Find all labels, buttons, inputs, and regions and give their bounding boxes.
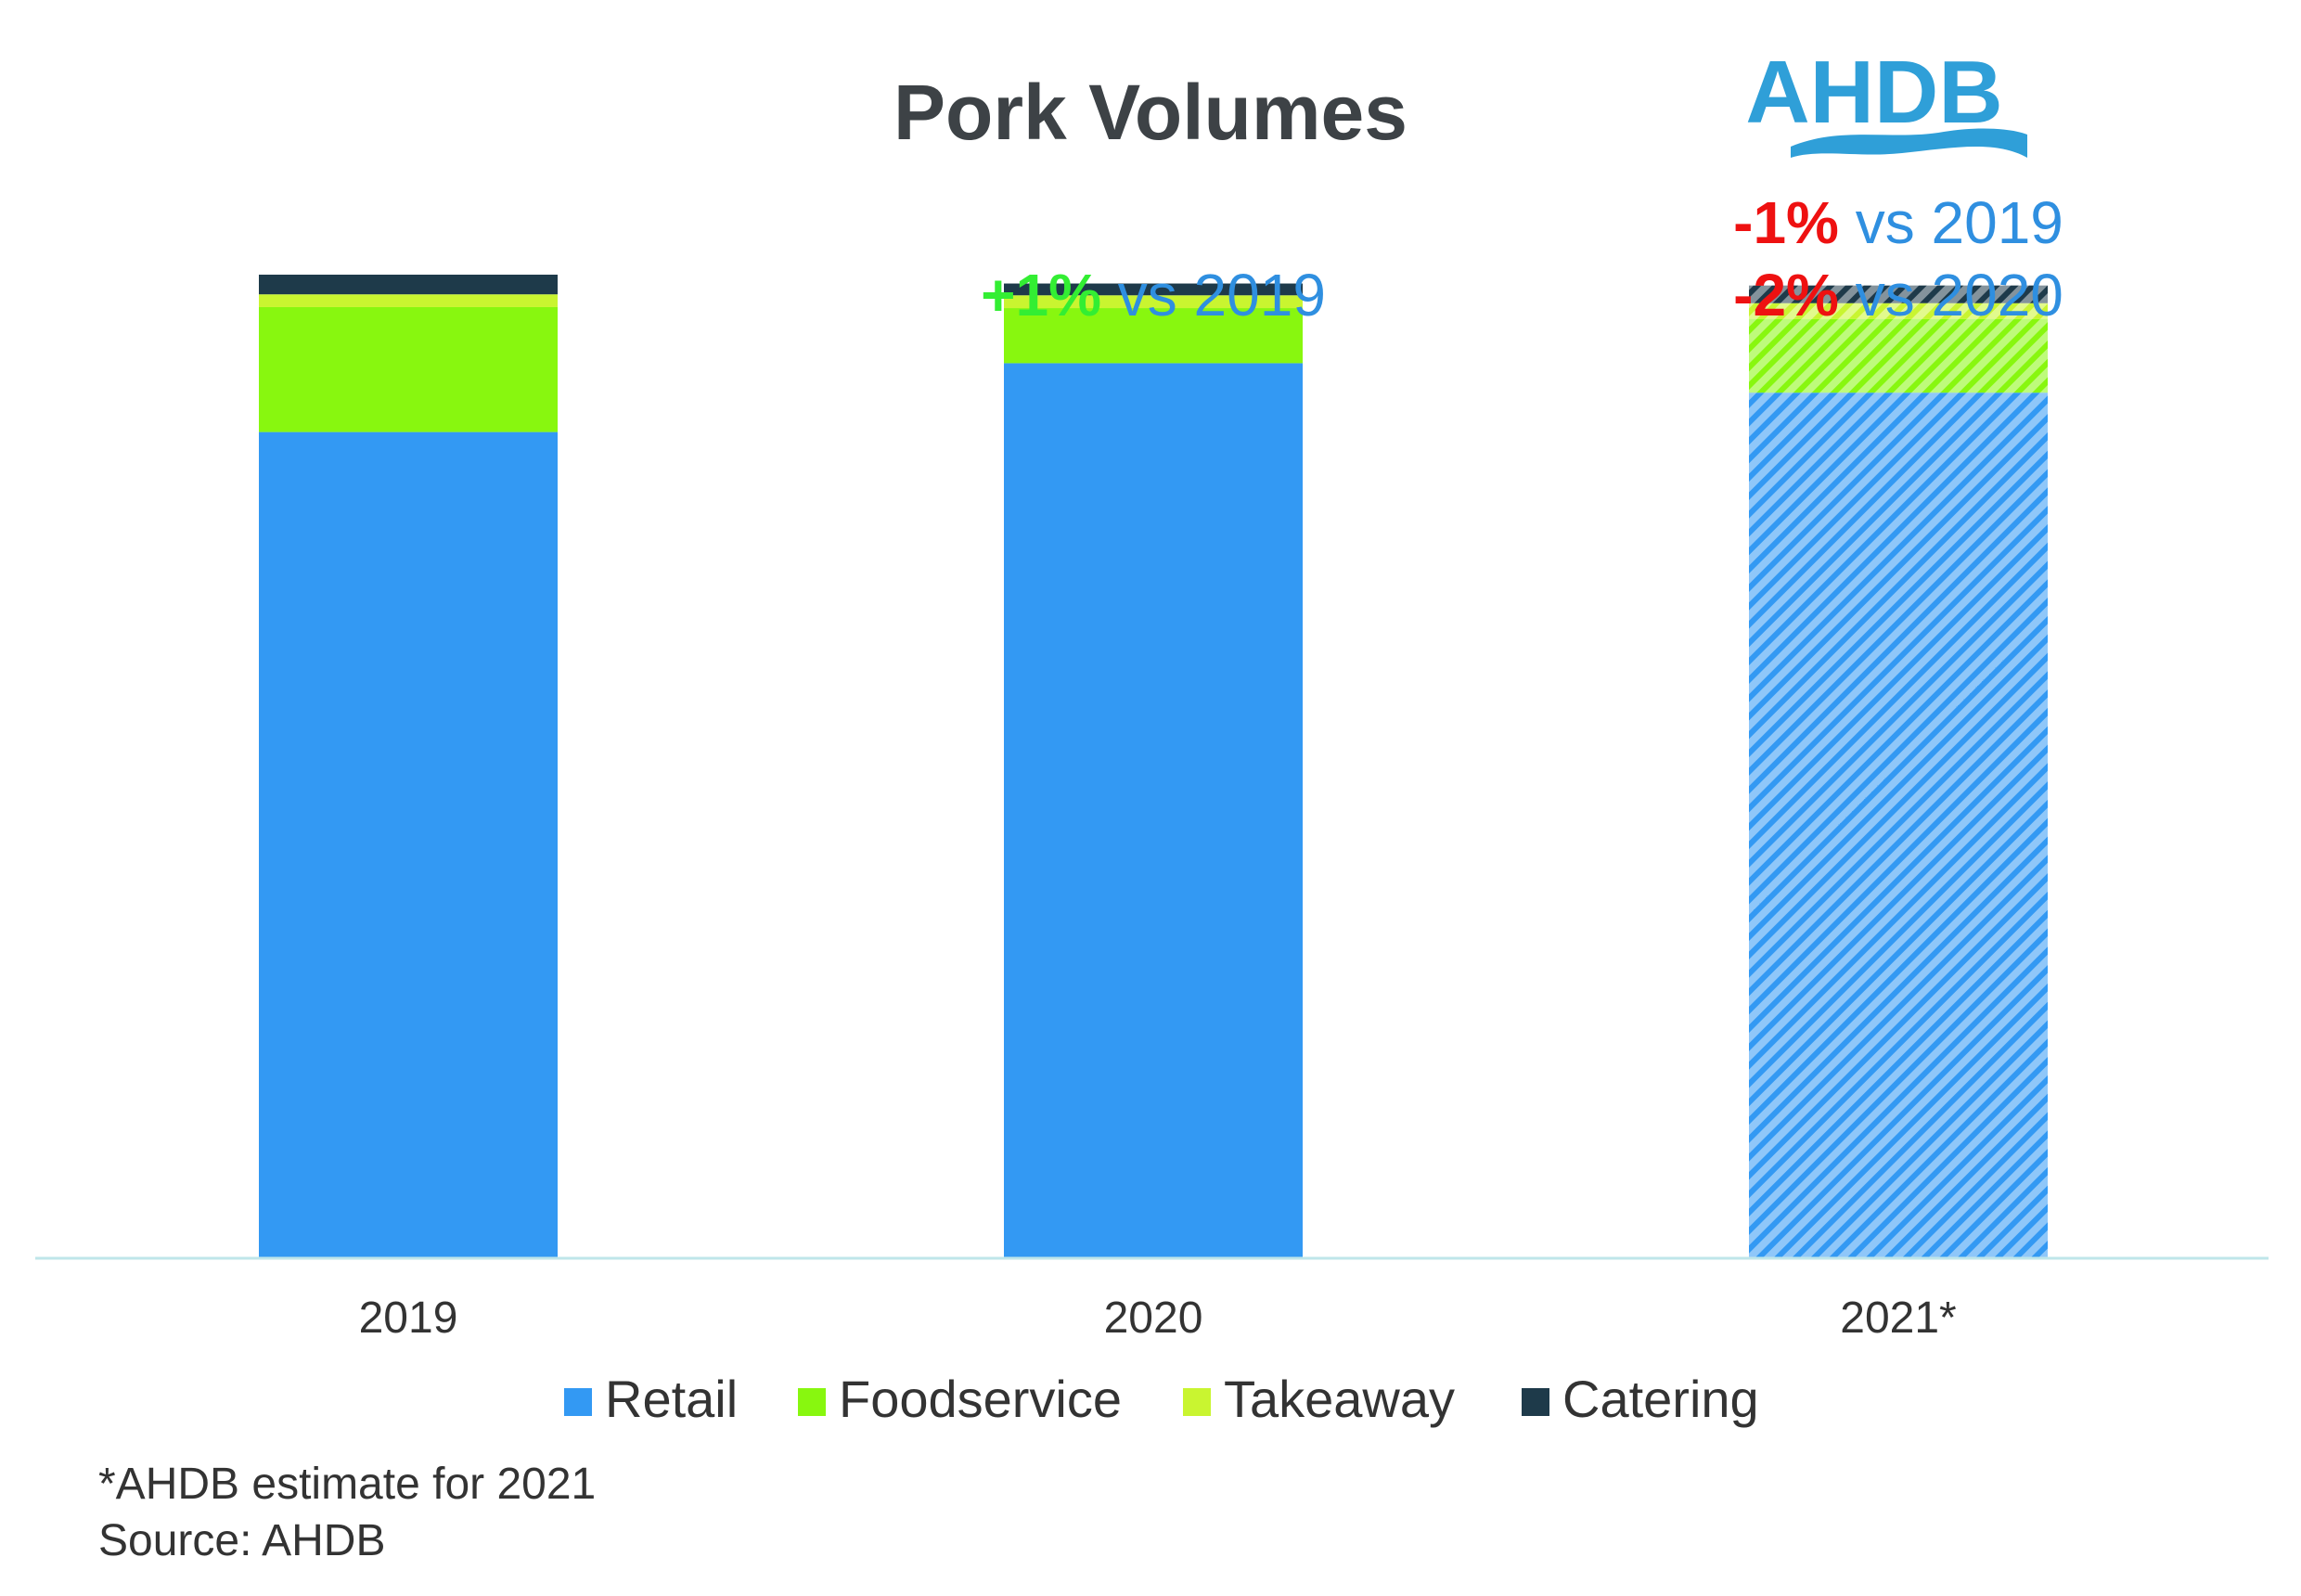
legend-label: Foodservice (839, 1370, 1122, 1428)
bar-catering-2020 (1004, 283, 1303, 296)
bar-foodservice-2021 (1749, 318, 2048, 393)
bar-takeaway-2021 (1749, 302, 2048, 319)
bar-catering-2021 (1749, 285, 2048, 303)
legend-swatch (1183, 1388, 1211, 1416)
legend-item-takeaway: Takeaway (1183, 1370, 1455, 1428)
bar-retail-2019 (259, 431, 558, 1259)
source-footnote: Source: AHDB (98, 1516, 386, 1565)
x-tick-label: 2020 (1104, 1294, 1203, 1343)
legend-label: Retail (605, 1370, 738, 1428)
logo-wave-icon (1791, 128, 2027, 158)
legend-item-foodservice: Foodservice (798, 1370, 1122, 1428)
bar-annotation: -1% vs 2019 (1733, 189, 2063, 256)
bar-foodservice-2020 (1004, 308, 1303, 364)
bar-takeaway-2020 (1004, 295, 1303, 309)
x-tick-label: 2021* (1840, 1294, 1956, 1343)
bar-catering-2019 (259, 275, 558, 295)
legend-swatch (798, 1388, 826, 1416)
bar-annotation: -2% vs 2020 (1733, 262, 2063, 328)
chart-title: Pork Volumes (893, 69, 1408, 156)
legend-item-catering: Catering (1522, 1370, 1759, 1428)
legend-label: Takeaway (1224, 1370, 1455, 1428)
legend-item-retail: Retail (564, 1370, 738, 1428)
bar-takeaway-2019 (259, 294, 558, 307)
x-tick-label: 2019 (359, 1294, 458, 1343)
legend-swatch (1522, 1388, 1549, 1416)
bar-annotation: +1% vs 2019 (981, 262, 1326, 328)
estimate-footnote: *AHDB estimate for 2021 (98, 1460, 597, 1509)
bar-retail-2020 (1004, 363, 1303, 1258)
bar-retail-2021 (1749, 393, 2048, 1258)
bar-foodservice-2019 (259, 306, 558, 432)
ahdb-logo: AHDB (1745, 43, 2027, 158)
ahdb-logo-text: AHDB (1745, 43, 2002, 142)
legend-swatch (564, 1388, 592, 1416)
legend-label: Catering (1562, 1370, 1759, 1428)
